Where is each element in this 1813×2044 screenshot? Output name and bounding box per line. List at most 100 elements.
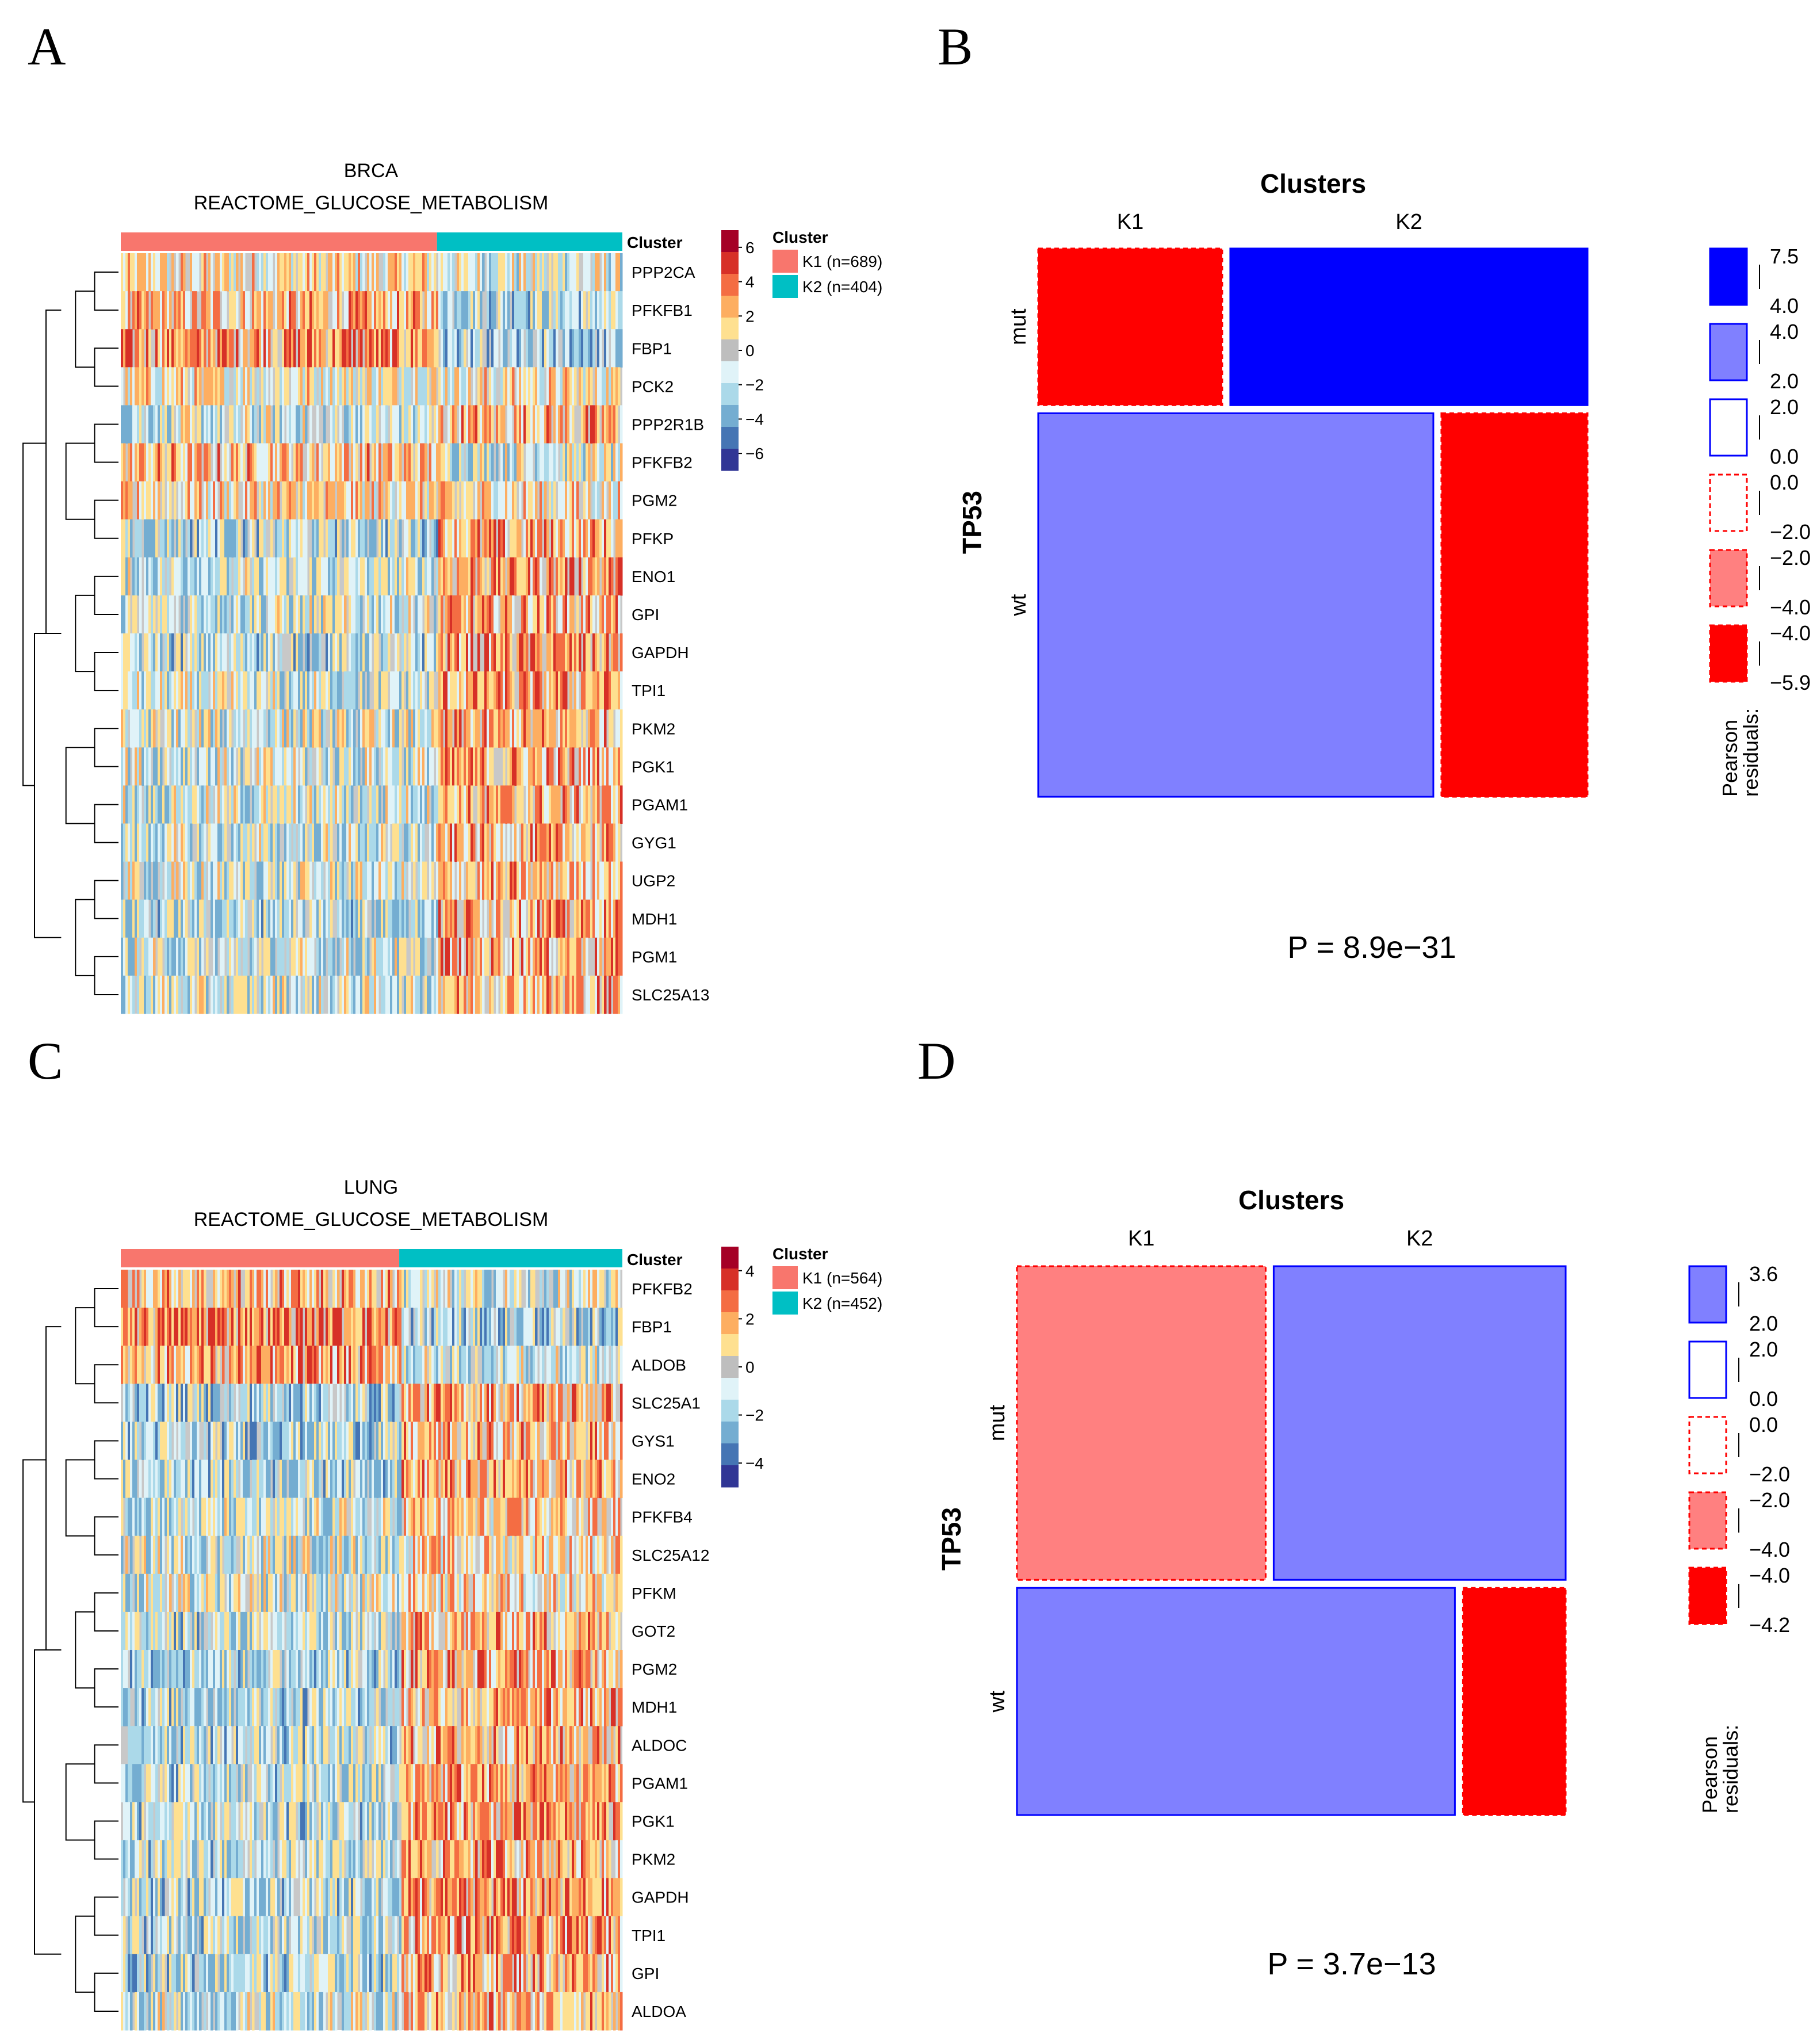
heatmap-cell	[540, 937, 542, 976]
heatmap-cell	[609, 747, 611, 786]
heatmap-cell	[620, 1460, 623, 1499]
heatmap-cell	[378, 481, 381, 520]
heatmap-cell	[558, 747, 561, 786]
heatmap-cell	[447, 481, 450, 520]
heatmap-cell	[383, 671, 386, 710]
heatmap-cell	[491, 747, 494, 786]
heatmap-cell	[551, 1384, 554, 1422]
heatmap-cell	[153, 747, 156, 786]
heatmap-cell	[206, 519, 209, 558]
heatmap-cell	[459, 747, 462, 786]
heatmap-cell	[454, 937, 457, 976]
heatmap-cell	[514, 1346, 517, 1384]
heatmap-cell	[229, 709, 232, 748]
heatmap-cell	[353, 329, 356, 368]
heatmap-cell	[411, 329, 414, 368]
heatmap-cell	[135, 1308, 137, 1346]
heatmap-cell	[503, 291, 506, 330]
heatmap-cell	[574, 861, 577, 900]
heatmap-cell	[505, 1270, 508, 1308]
heatmap-cell	[544, 481, 547, 520]
heatmap-cell	[461, 861, 464, 900]
heatmap-cell	[323, 1384, 326, 1422]
heatmap-cell	[473, 443, 476, 482]
heatmap-cell	[418, 367, 420, 406]
heatmap-cell	[332, 1270, 335, 1308]
heatmap-cell	[316, 1308, 319, 1346]
heatmap-cell	[399, 1346, 402, 1384]
heatmap-cell	[397, 633, 400, 672]
annotation-k2	[399, 1249, 622, 1267]
heatmap-cell	[556, 367, 559, 406]
heatmap-cell	[337, 443, 340, 482]
heatmap-cell	[130, 1497, 133, 1537]
heatmap-cell	[263, 1384, 266, 1422]
heatmap-cell	[581, 595, 584, 634]
heatmap-cell	[300, 481, 303, 520]
heatmap-cell	[473, 861, 476, 900]
heatmap-cell	[609, 899, 611, 938]
heatmap-cell	[298, 329, 301, 368]
heatmap-cell	[245, 291, 248, 330]
heatmap-cell	[542, 443, 545, 482]
heatmap-cell	[602, 823, 605, 862]
heatmap-cell	[551, 595, 554, 634]
heatmap-cell	[261, 747, 264, 786]
heatmap-cell	[526, 519, 529, 558]
heatmap-cell	[599, 671, 602, 710]
heatmap-cell	[312, 633, 315, 672]
heatmap-cell	[312, 785, 315, 824]
heatmap-cell	[349, 671, 351, 710]
heatmap-cell	[496, 709, 499, 748]
heatmap-cell	[586, 823, 588, 862]
heatmap-cell	[346, 291, 349, 330]
heatmap-cell	[602, 1308, 605, 1346]
heatmap-cell	[197, 443, 200, 482]
heatmap-cell	[572, 1384, 575, 1422]
heatmap-cell	[592, 443, 595, 482]
heatmap-cell	[252, 405, 255, 444]
heatmap-cell	[503, 975, 506, 1014]
heatmap-cell	[208, 633, 211, 672]
heatmap-cell	[183, 291, 186, 330]
heatmap-cell	[360, 861, 363, 900]
heatmap-cell	[236, 557, 239, 596]
heatmap-cell	[574, 1346, 577, 1384]
heatmap-cell	[618, 1346, 621, 1384]
heatmap-cell	[155, 1422, 158, 1460]
heatmap-cell	[291, 595, 294, 634]
heatmap-cell	[346, 671, 349, 710]
heatmap-cell	[192, 671, 195, 710]
heatmap-cell	[431, 633, 434, 672]
heatmap-cell	[512, 747, 515, 786]
heatmap-cell	[358, 1384, 361, 1422]
heatmap-cell	[454, 1384, 457, 1422]
heatmap-cell	[360, 481, 363, 520]
heatmap-cell	[510, 747, 512, 786]
heatmap-cell	[369, 633, 372, 672]
heatmap-cell	[436, 291, 439, 330]
heatmap-cell	[206, 1346, 209, 1384]
heatmap-cell	[261, 405, 264, 444]
heatmap-cell	[372, 519, 374, 558]
heatmap-cell	[496, 1384, 499, 1422]
heatmap-cell	[556, 633, 559, 672]
heatmap-cell	[185, 975, 188, 1014]
heatmap-cell	[314, 253, 317, 292]
heatmap-cell	[537, 1460, 540, 1499]
heatmap-cell	[367, 633, 370, 672]
heatmap-cell	[160, 1346, 163, 1384]
heatmap-cell	[351, 557, 354, 596]
heatmap-cell	[404, 481, 407, 520]
heatmap-cell	[445, 785, 448, 824]
heatmap-cell	[424, 937, 427, 976]
heatmap-cell	[339, 823, 342, 862]
color-scale-segment	[721, 427, 739, 449]
heatmap-cell	[514, 557, 517, 596]
heatmap-cell	[615, 367, 618, 406]
heatmap-cell	[546, 329, 549, 368]
heatmap-cell	[489, 405, 492, 444]
color-scale-segment	[721, 318, 739, 340]
heatmap-cell	[436, 1460, 439, 1499]
heatmap-cell	[252, 367, 255, 406]
